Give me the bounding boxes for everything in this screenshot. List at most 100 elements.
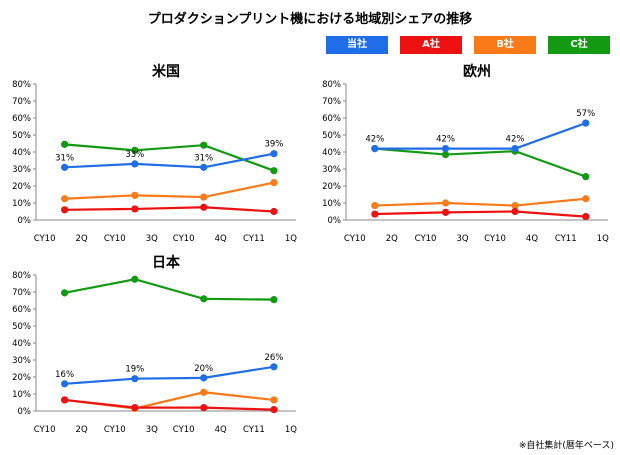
y-tick-label: 70% [12, 97, 31, 107]
y-tick-label: 10% [12, 199, 31, 209]
data-point [371, 145, 379, 153]
data-label: 26% [264, 353, 283, 363]
x-tick-label: CY11 [243, 425, 265, 435]
y-tick-label: 30% [12, 356, 31, 366]
y-tick-label: 40% [12, 148, 31, 158]
chart-title: プロダクションプリント機における地域別シェアの推移 [147, 12, 473, 27]
y-tick-label: 80% [322, 80, 341, 90]
x-tick-label: CY10 [344, 234, 366, 244]
x-tick-label: CY10 [34, 234, 56, 244]
data-point [582, 173, 590, 181]
panel-2: 日本 0% 10% 20% 30% 40% 50% 60% 70% 80% CY10 2Q CY10 3Q… [12, 254, 297, 435]
y-tick-label: 20% [12, 182, 31, 192]
data-label: 16% [55, 370, 74, 380]
data-point [441, 145, 450, 153]
series-line [64, 365, 275, 385]
data-point [270, 150, 278, 158]
panel-title: 日本 [152, 254, 181, 271]
data-label: 31% [55, 153, 74, 163]
data-point [270, 167, 278, 175]
data-label: 31% [194, 153, 213, 163]
data-label: 39% [264, 140, 283, 150]
y-tick-label: 0% [18, 216, 32, 226]
data-point [511, 201, 519, 210]
data-point [511, 207, 519, 216]
data-point [270, 296, 278, 304]
y-tick-label: 80% [12, 80, 31, 90]
data-point [270, 207, 278, 216]
x-tick-label: CY10 [415, 234, 437, 244]
y-tick-label: 60% [12, 305, 31, 315]
x-tick-label: CY10 [34, 425, 56, 435]
series-line [64, 181, 275, 200]
y-tick-label: 50% [322, 131, 341, 141]
data-point [131, 375, 139, 383]
data-point [200, 141, 208, 149]
y-tick-label: 60% [322, 114, 341, 124]
y-tick-label: 40% [12, 339, 31, 349]
data-label: 42% [436, 135, 455, 145]
y-tick-label: 70% [322, 97, 341, 107]
series-line [374, 210, 586, 218]
data-point [61, 195, 69, 203]
series-line [64, 143, 275, 172]
data-point [61, 206, 69, 214]
x-tick-label: 4Q [215, 425, 227, 435]
x-tick-label: CY11 [243, 234, 265, 244]
y-tick-label: 20% [12, 373, 31, 383]
series-line [374, 147, 587, 178]
data-point [131, 205, 139, 213]
data-point [441, 208, 450, 216]
data-label: 20% [194, 364, 213, 374]
data-point [61, 396, 69, 404]
data-point [270, 396, 278, 404]
data-point [131, 275, 139, 283]
data-point [131, 146, 139, 154]
y-tick-label: 60% [12, 114, 31, 124]
legend-item-c: C社 [548, 36, 610, 54]
data-point [582, 213, 590, 221]
x-tick-label: 3Q [146, 234, 158, 244]
panel-title: 欧州 [463, 63, 491, 80]
data-point [131, 160, 139, 168]
data-point [61, 163, 69, 171]
data-point [441, 199, 450, 207]
data-point [131, 191, 139, 199]
panel-title: 米国 [152, 63, 180, 80]
data-label: 42% [506, 135, 525, 145]
data-point [270, 179, 278, 187]
panel-1: 欧州 0% 10% 20% 30% 40% 50% 60% 70% 80% CY10 2Q CY10 3Q… [322, 63, 609, 244]
series-line [64, 278, 274, 301]
x-tick-label: CY10 [173, 425, 195, 435]
x-tick-label: 1Q [285, 425, 297, 435]
data-point [511, 145, 519, 153]
series-line [64, 152, 275, 169]
source-note: ※自社集計(暦年ベース) [518, 441, 614, 451]
y-tick-label: 0% [18, 407, 32, 417]
x-tick-label: 2Q [76, 425, 88, 435]
y-tick-label: 80% [12, 271, 31, 281]
y-tick-label: 30% [12, 165, 31, 175]
data-point [61, 140, 69, 148]
y-tick-label: 50% [12, 131, 31, 141]
data-point [270, 363, 278, 371]
y-tick-label: 30% [322, 165, 341, 175]
data-label: 57% [576, 109, 595, 119]
y-tick-label: 10% [322, 199, 341, 209]
data-label: 19% [125, 365, 144, 375]
x-tick-label: 2Q [386, 234, 398, 244]
series-line [64, 206, 274, 213]
data-point [200, 404, 208, 412]
data-point [270, 406, 278, 414]
y-tick-label: 40% [322, 148, 341, 158]
series-line [64, 391, 275, 410]
legend-item-b: B社 [474, 36, 536, 54]
x-tick-label: 1Q [597, 234, 609, 244]
x-tick-label: 2Q [76, 234, 88, 244]
data-point [441, 150, 450, 159]
series-line [374, 197, 586, 207]
series-line [374, 122, 587, 150]
data-point [200, 295, 208, 303]
data-point [61, 380, 69, 388]
